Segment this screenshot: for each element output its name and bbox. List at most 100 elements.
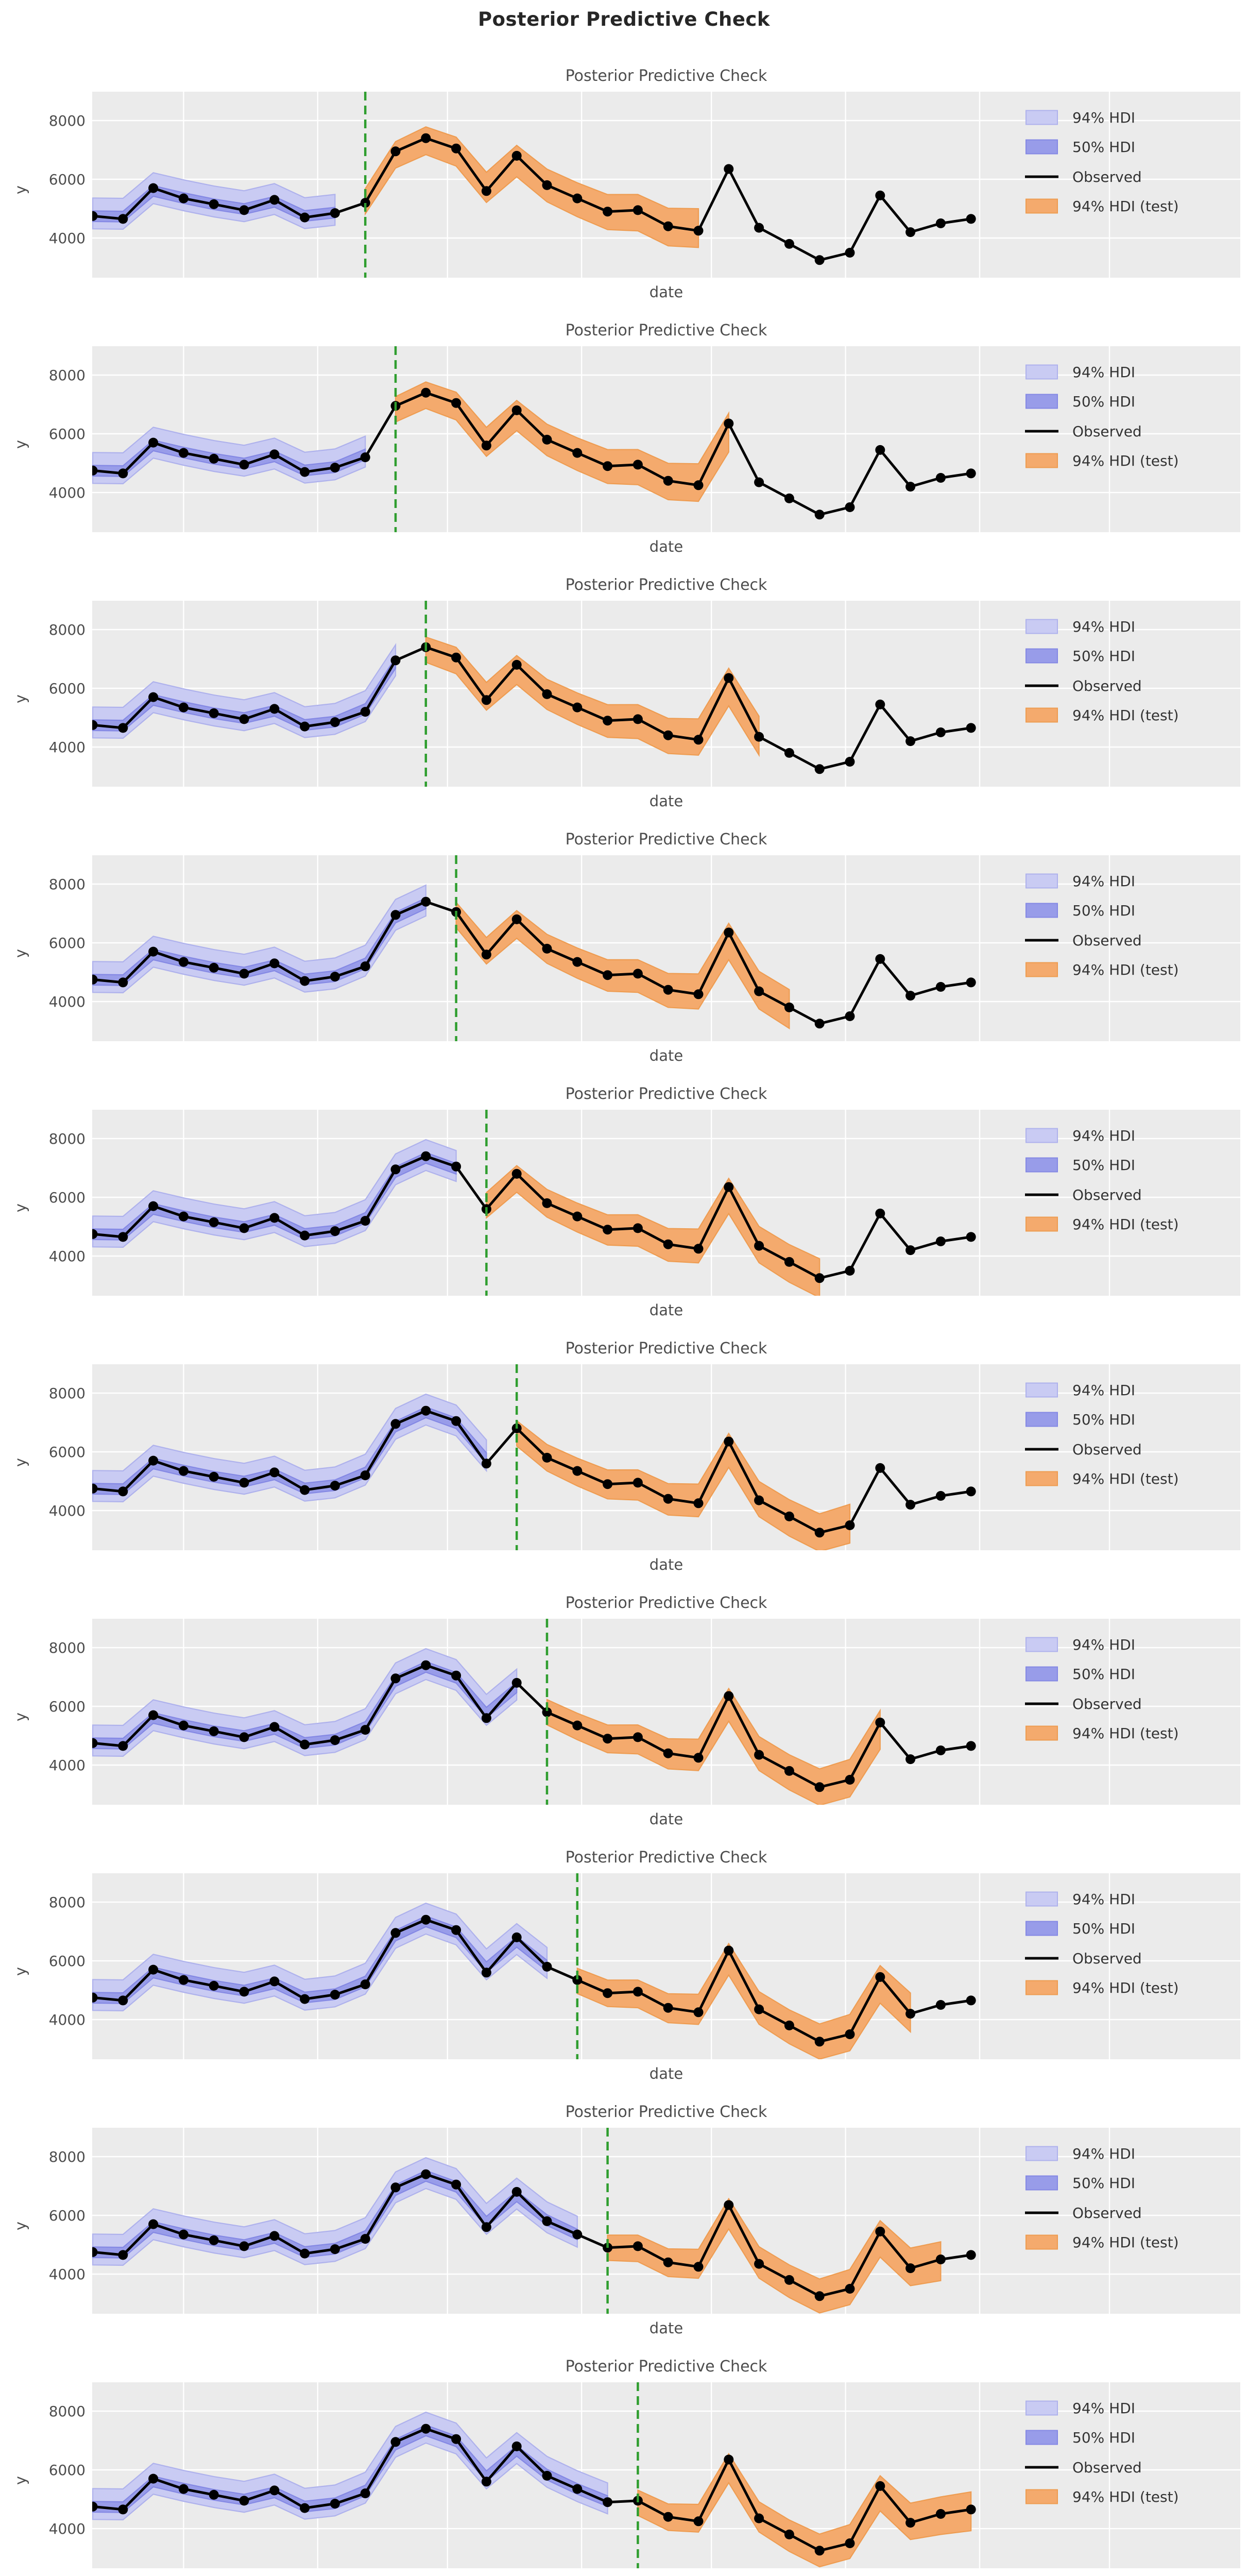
legend: 94% HDI 50% HDI Observed 94% HDI (test)	[1025, 1636, 1179, 1742]
observed-point	[603, 1225, 613, 1235]
observed-point	[178, 1720, 189, 1731]
legend-label: Observed	[1072, 932, 1142, 949]
legend-swatch-hdi94	[1025, 1637, 1058, 1652]
legend-label: 94% HDI	[1072, 1127, 1135, 1144]
hdi50-band	[92, 897, 426, 986]
observed-point	[632, 205, 643, 215]
observed-point	[542, 1707, 552, 1717]
observed-point	[845, 1266, 855, 1276]
observed-point	[300, 976, 310, 986]
test-hdi-band	[576, 1942, 911, 2059]
y-tick-label: 8000	[49, 1894, 86, 1911]
plot-layer	[92, 1393, 976, 1550]
observed-point	[935, 2255, 946, 2264]
legend-label: 94% HDI (test)	[1072, 452, 1179, 469]
observed-point	[481, 2222, 491, 2232]
observed-point	[330, 972, 340, 982]
observed-point	[632, 1732, 643, 1742]
panel-title: Posterior Predictive Check	[566, 2103, 767, 2121]
y-tick-label: 6000	[49, 1953, 86, 1970]
observed-point	[693, 989, 704, 999]
observed-point	[390, 2182, 401, 2193]
legend-label: 94% HDI (test)	[1072, 1216, 1179, 1233]
observed-point	[239, 969, 249, 979]
observed-point	[875, 2481, 885, 2491]
y-axis-label: y	[12, 1204, 29, 1212]
y-tick-label: 6000	[49, 1698, 86, 1715]
y-axis-label: y	[12, 185, 29, 194]
observed-point	[693, 735, 704, 745]
observed-point	[784, 748, 794, 758]
observed-point	[935, 727, 946, 737]
observed-point	[92, 720, 98, 730]
observed-point	[360, 2488, 370, 2499]
observed-point	[209, 962, 219, 973]
legend-swatch-hdi94	[1025, 873, 1058, 889]
observed-point	[421, 1660, 431, 1670]
plot-layer	[92, 126, 976, 265]
observed-point	[603, 716, 613, 726]
legend-swatch-hdi94	[1025, 1891, 1058, 1907]
observed-point	[511, 150, 522, 161]
y-tick-label: 6000	[49, 426, 86, 443]
x-axis-label: date	[649, 1556, 683, 1573]
test-hdi-band	[486, 1165, 820, 1296]
observed-point	[239, 1223, 249, 1233]
legend-swatch-hdi50	[1025, 1157, 1058, 1173]
plot-background	[92, 346, 1240, 532]
observed-point	[875, 1717, 885, 1727]
observed-point	[239, 2241, 249, 2251]
observed-point	[481, 950, 491, 960]
observed-point	[784, 1002, 794, 1012]
observed-point	[118, 2504, 128, 2515]
observed-point	[966, 1741, 976, 1751]
observed-point	[663, 221, 673, 231]
y-axis-label: y	[12, 1713, 29, 1721]
y-tick-label: 6000	[49, 171, 86, 188]
observed-point	[814, 1019, 825, 1029]
legend-swatch-hdi94	[1025, 1382, 1058, 1398]
observed-point	[209, 2235, 219, 2245]
observed-point	[330, 1481, 340, 1491]
y-tick-label: 4000	[49, 484, 86, 501]
observed-point	[390, 146, 401, 157]
observed-point	[875, 1208, 885, 1218]
observed-point	[451, 1416, 461, 1426]
observed-line	[92, 1155, 971, 1280]
observed-point	[905, 227, 916, 238]
observed-point	[663, 985, 673, 995]
panel-title: Posterior Predictive Check	[566, 1340, 767, 1358]
observed-points	[92, 2424, 976, 2556]
legend-label: 50% HDI	[1072, 2175, 1135, 2192]
observed-point	[481, 2477, 491, 2487]
legend: 94% HDI 50% HDI Observed 94% HDI (test)	[1025, 1382, 1179, 1487]
observed-point	[209, 199, 219, 209]
observed-point	[875, 1463, 885, 1473]
observed-point	[421, 1914, 431, 1925]
observed-point	[421, 1405, 431, 1416]
observed-point	[632, 1223, 643, 1233]
legend-label: 50% HDI	[1072, 1411, 1135, 1428]
observed-points	[92, 133, 976, 265]
observed-point	[814, 1782, 825, 1792]
observed-point	[118, 977, 128, 988]
observed-point	[572, 2229, 583, 2240]
observed-points	[92, 387, 976, 520]
legend-label: 94% HDI	[1072, 2145, 1135, 2162]
observed-points	[92, 1660, 976, 1792]
observed-point	[632, 460, 643, 470]
y-tick-label: 8000	[49, 1385, 86, 1402]
y-tick-label: 4000	[49, 2011, 86, 2028]
plot-background	[92, 855, 1240, 1041]
observed-point	[300, 2248, 310, 2259]
observed-point	[118, 723, 128, 733]
observed-point	[603, 970, 613, 980]
test-hdi-band	[516, 1419, 851, 1550]
legend-swatch-hdi50	[1025, 1412, 1058, 1427]
observed-point	[632, 969, 643, 979]
observed-point	[542, 434, 552, 445]
observed-point	[632, 714, 643, 724]
observed-point	[845, 1011, 855, 1021]
legend-swatch-hdi50	[1025, 394, 1058, 409]
